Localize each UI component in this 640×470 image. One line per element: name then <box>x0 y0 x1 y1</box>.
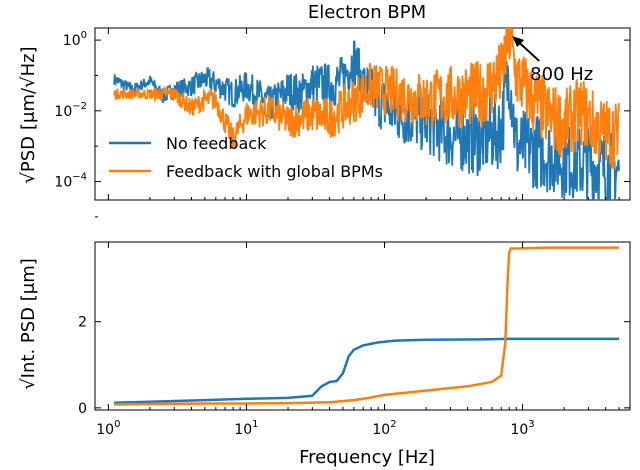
top-ylabel-main: PSD <box>18 136 39 172</box>
svg-text:√PSD[μm/√Hz]: √PSD[μm/√Hz] <box>18 46 39 183</box>
bottom-ylabel: √Int. PSD [μm] <box>18 258 39 390</box>
bottom-series-no-feedback <box>114 337 620 404</box>
top-ylabel-units-radical: √ <box>18 76 39 88</box>
bottom-ylabel-radical: √ <box>18 378 39 390</box>
legend-label: No feedback <box>166 134 267 153</box>
top-ylabel-radical: √ <box>18 172 39 184</box>
top-ylabel-units: [μm/ <box>18 87 39 130</box>
chart-title: Electron BPM <box>308 2 426 23</box>
top-ytick-label: 10−2 <box>54 101 87 120</box>
top-plot-frame <box>94 27 631 201</box>
bottom-plot-frame <box>94 241 631 411</box>
bottom-ylabel-text: Int. PSD [μm] <box>18 258 39 378</box>
top-plot: 100 10−2 10−4 800 Hz No feedback Feedback wit… <box>54 27 631 218</box>
bottom-series-feedback <box>114 246 620 406</box>
bottom-ytick-label: 0 <box>78 401 87 417</box>
top-ylabel-units-sqrt: Hz <box>18 53 39 76</box>
top-series-no-feedback <box>113 40 620 200</box>
annotation-arrowhead <box>512 35 525 47</box>
bottom-plot: 0 2 100 101 102 103 <box>78 241 631 438</box>
top-ytick-label: 100 <box>63 30 87 49</box>
top-ylabel: √PSD[μm/√Hz] <box>18 46 39 183</box>
top-ylabel-units-close: ] <box>18 46 39 53</box>
top-series-feedback <box>113 28 620 170</box>
svg-text:√Int. PSD [μm]: √Int. PSD [μm] <box>18 258 39 390</box>
bottom-xtick-label: 101 <box>234 419 258 438</box>
bottom-ytick-label: 2 <box>78 315 87 331</box>
bottom-xtick-label: 100 <box>96 419 120 438</box>
x-axis-label: Frequency [Hz] <box>299 447 435 468</box>
bottom-xtick-label: 103 <box>510 419 534 438</box>
bottom-xtick-label: 102 <box>372 419 396 438</box>
legend: No feedback Feedback with global BPMs <box>109 134 383 181</box>
annotation-text: 800 Hz <box>530 64 593 85</box>
legend-label: Feedback with global BPMs <box>166 162 383 181</box>
top-ytick-label: 10−4 <box>54 172 87 191</box>
